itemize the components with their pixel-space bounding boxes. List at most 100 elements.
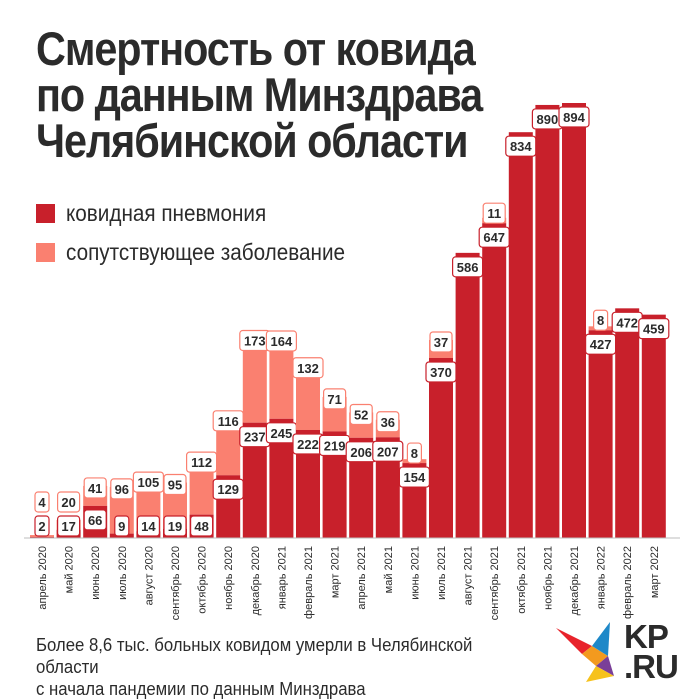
legend: ковидная пневмония сопутствующее заболев… [36,196,376,274]
data-label-comorbidity-box [429,331,453,353]
x-tick-label: январь 2021 [276,546,288,609]
data-label-pneumonia: 9 [118,519,125,534]
data-label-comorbidity-box [34,491,50,513]
data-label-comorbidity-box [376,411,400,433]
data-label-pneumonia: 17 [61,519,75,534]
bar-pneumonia [455,252,480,538]
x-tick-label: февраль 2021 [303,546,315,619]
data-label-comorbidity: 132 [297,361,319,376]
title-line-2: по данным Минздрава [36,68,483,121]
data-label-pneumonia: 894 [563,110,585,125]
data-label-pneumonia: 129 [217,482,239,497]
data-label-comorbidity-box [482,202,506,224]
data-label-pneumonia-box [558,106,590,128]
x-tick-label: июнь 2021 [409,546,421,600]
data-label-comorbidity: 173 [244,334,266,349]
bar-comorbidity [269,338,294,419]
kp-logo: KP .RU [552,616,682,688]
data-label-comorbidity: 36 [381,415,395,430]
data-label-comorbidity-box [292,357,324,379]
logo-line-2: .RU [624,648,679,685]
bar-pneumonia [429,357,453,538]
footer-caption: Более 8,6 тыс. больных ковидом умерли в … [36,634,538,700]
data-label-comorbidity: 164 [271,334,293,349]
data-label-pneumonia-box [136,515,160,537]
bar-comorbidity [242,338,267,423]
data-label-pneumonia: 219 [324,438,346,453]
data-label-comorbidity-box [592,309,609,331]
data-label-pneumonia: 66 [88,513,102,528]
bar-pneumonia [588,330,613,538]
chart-title: Смертность от ковида по данным Минздрава… [36,25,599,164]
x-tick-label: сентябрь 2020 [170,546,182,620]
x-tick-label: август 2020 [143,546,155,605]
x-tick-label: ноябрь 2020 [223,546,235,610]
data-label-comorbidity: 4 [38,495,46,510]
x-tick-label: март 2022 [649,546,661,598]
data-label-pneumonia: 245 [271,426,293,441]
x-tick-label: апрель 2021 [356,546,368,610]
data-label-comorbidity: 8 [597,313,604,328]
data-label-pneumonia: 890 [537,112,559,127]
data-label-comorbidity: 37 [434,335,448,350]
x-tick-label: декабрь 2021 [569,546,581,615]
data-label-pneumonia: 237 [244,430,266,445]
data-label-pneumonia: 427 [590,337,612,352]
x-tick-label: февраль 2022 [622,546,634,619]
x-tick-label: май 2020 [64,546,76,593]
bar-pneumonia [615,308,640,538]
x-tick-label: август 2021 [463,546,475,605]
legend-swatch-pneumonia [36,203,55,223]
data-label-comorbidity-box [56,491,81,513]
legend-label-comorbidity: сопутствующее заболевание [66,238,346,265]
data-label-comorbidity: 116 [218,414,239,429]
x-tick-label: июль 2020 [117,546,129,600]
data-label-comorbidity: 71 [327,392,341,407]
data-label-comorbidity: 11 [487,206,501,221]
data-label-pneumonia: 207 [377,444,399,459]
data-label-pneumonia-box [83,509,107,531]
x-tick-label: май 2021 [383,546,395,593]
data-label-pneumonia: 19 [168,519,182,534]
data-label-comorbidity-box [349,403,373,426]
data-label-pneumonia: 154 [404,470,426,485]
data-label-comorbidity: 95 [168,478,182,493]
data-label-pneumonia: 222 [297,437,319,452]
x-tick-label: июнь 2020 [90,546,102,600]
logo-line-1: KP [624,618,669,655]
footer-line-1: Более 8,6 тыс. больных ковидом умерли в … [36,635,473,677]
x-tick-label: декабрь 2020 [250,546,262,615]
data-label-comorbidity: 96 [115,482,129,497]
data-label-pneumonia-box [372,440,404,462]
bar-pneumonia [242,422,267,538]
bar-pneumonia [562,103,586,538]
x-tick-label: январь 2022 [596,546,608,609]
data-label-pneumonia: 472 [616,315,638,330]
bird-logo-icon [556,622,614,682]
bar-pneumonia [482,223,507,538]
data-label-pneumonia: 834 [510,139,532,154]
data-label-pneumonia: 48 [194,519,208,534]
data-label-comorbidity: 112 [191,455,212,470]
legend-item-pneumonia: ковидная пневмония [36,196,376,230]
x-tick-label: апрель 2020 [37,546,49,610]
x-tick-label: ноябрь 2021 [542,546,554,610]
legend-item-comorbidity: сопутствующее заболевание [36,235,376,269]
data-label-comorbidity-box [265,330,297,352]
x-tick-label: октябрь 2021 [516,546,528,614]
data-label-comorbidity-box [163,473,187,496]
bar-pneumonia [641,314,666,538]
x-tick-label: март 2021 [330,546,342,598]
data-label-pneumonia-box [34,515,50,537]
data-label-pneumonia: 586 [457,260,479,275]
data-label-comorbidity: 8 [411,446,418,461]
data-label-comorbidity: 41 [88,481,102,496]
bar-pneumonia [508,132,533,538]
data-label-pneumonia-box [163,515,187,537]
data-label-pneumonia-box [190,515,214,537]
data-label-pneumonia: 647 [483,230,505,245]
legend-swatch-comorbidity [36,242,55,262]
x-tick-label: июль 2021 [436,546,448,600]
data-label-pneumonia-box [114,515,130,537]
